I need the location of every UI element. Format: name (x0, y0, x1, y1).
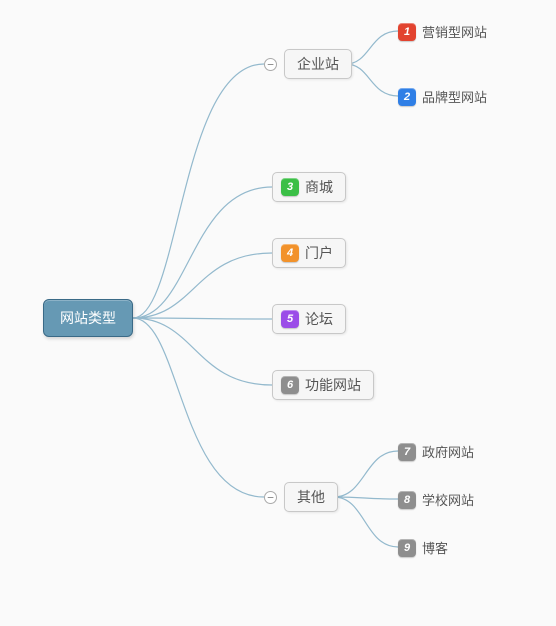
leaf-label-l9: 博客 (422, 538, 448, 557)
branch-node-b2[interactable]: 3 商城 (272, 172, 346, 202)
badge-l9: 9 (398, 539, 416, 557)
collapse-toggle-b1[interactable]: − (264, 58, 277, 71)
badge-l7: 7 (398, 443, 416, 461)
branch-node-b3[interactable]: 4 门户 (272, 238, 346, 268)
leaf-label-l2: 品牌型网站 (422, 87, 487, 106)
branch-node-b4[interactable]: 5 论坛 (272, 304, 346, 334)
collapse-toggle-b6[interactable]: − (264, 491, 277, 504)
badge-b2: 3 (281, 178, 299, 196)
branch-label-b1: 企业站 (297, 54, 339, 74)
leaf-label-l8: 学校网站 (422, 490, 474, 509)
branch-label-b4: 论坛 (305, 309, 333, 329)
branch-node-b6[interactable]: 其他 (284, 482, 338, 512)
branch-label-b6: 其他 (297, 487, 325, 507)
root-node[interactable]: 网站类型 (43, 299, 133, 337)
badge-b3: 4 (281, 244, 299, 262)
leaf-label-l1: 营销型网站 (422, 22, 487, 41)
leaf-label-l7: 政府网站 (422, 442, 474, 461)
leaf-node-l9[interactable]: 9 博客 (398, 538, 448, 557)
badge-l8: 8 (398, 491, 416, 509)
branch-node-b1[interactable]: 企业站 (284, 49, 352, 79)
branch-label-b5: 功能网站 (305, 375, 361, 395)
leaf-node-l2[interactable]: 2 品牌型网站 (398, 87, 487, 106)
badge-l2: 2 (398, 88, 416, 106)
badge-b4: 5 (281, 310, 299, 328)
badge-b5: 6 (281, 376, 299, 394)
badge-l1: 1 (398, 23, 416, 41)
leaf-node-l1[interactable]: 1 营销型网站 (398, 22, 487, 41)
branch-label-b2: 商城 (305, 177, 333, 197)
branch-label-b3: 门户 (305, 243, 333, 263)
leaf-node-l7[interactable]: 7 政府网站 (398, 442, 474, 461)
leaf-node-l8[interactable]: 8 学校网站 (398, 490, 474, 509)
branch-node-b5[interactable]: 6 功能网站 (272, 370, 374, 400)
